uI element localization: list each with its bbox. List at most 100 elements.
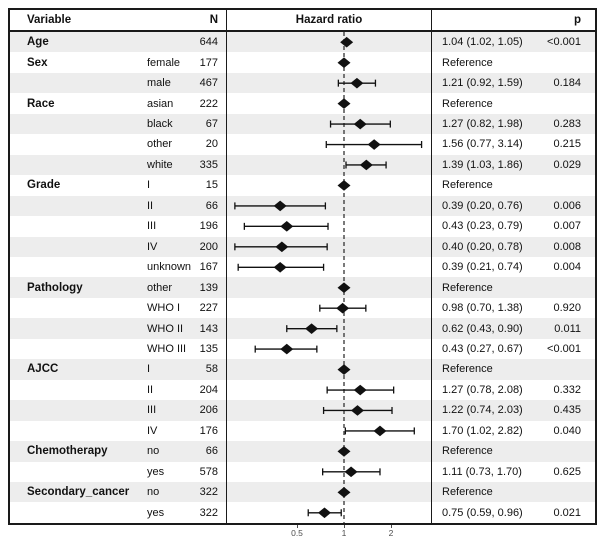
column-header-hazard-ratio: Hazard ratio	[295, 14, 363, 26]
p-value: 0.435	[553, 404, 581, 417]
n-value: 335	[199, 158, 218, 171]
plot-cell	[226, 72, 432, 94]
forest-plot-table: Variable N Hazard ratio p Age 644 1.04 (…	[8, 8, 597, 525]
hr-ci-text: Reference	[442, 56, 493, 69]
row-left-cell: unknown 167	[10, 257, 226, 277]
p-value: 0.215	[553, 138, 581, 151]
subgroup-label: IV	[147, 240, 158, 253]
plot-cell	[226, 256, 432, 278]
subgroup-label: WHO II	[147, 322, 184, 335]
row-left-cell: Secondary_cancer no 322	[10, 482, 226, 502]
row-left-cell: Pathology other 139	[10, 277, 226, 297]
plot-cell	[226, 154, 432, 176]
p-value: 0.008	[553, 240, 581, 253]
n-value: 139	[199, 281, 218, 294]
p-value: 0.920	[553, 302, 581, 315]
row-right-cell: Reference	[432, 277, 595, 297]
row-right-cell: Reference	[432, 93, 595, 113]
table-row: AJCC I 58 Reference	[10, 359, 595, 380]
subgroup-label: asian	[147, 97, 174, 110]
hr-ci-text: 1.11 (0.73, 1.70)	[442, 465, 522, 478]
header-left-cell: Variable N	[10, 10, 226, 30]
hr-ci-text: 0.62 (0.43, 0.90)	[442, 322, 523, 335]
row-left-cell: II 204	[10, 380, 226, 400]
row-left-cell: II 66	[10, 196, 226, 216]
p-value: 0.283	[553, 118, 581, 131]
subgroup-label: I	[147, 363, 151, 376]
row-left-cell: yes 578	[10, 462, 226, 482]
subgroup-label: I	[147, 179, 151, 192]
n-value: 200	[199, 240, 218, 253]
column-header-variable: Variable	[27, 14, 72, 26]
n-value: 322	[199, 486, 218, 499]
n-value: 206	[199, 404, 218, 417]
x-axis: 0.5 1 2	[226, 525, 432, 541]
p-value: 0.011	[554, 322, 581, 335]
plot-cell	[226, 420, 432, 442]
table-row: yes 578 1.11 (0.73, 1.70) 0.625	[10, 461, 595, 482]
hr-ci-text: 0.75 (0.59, 0.96)	[442, 506, 523, 519]
row-left-cell: white 335	[10, 155, 226, 175]
plot-cell	[226, 236, 432, 257]
n-value: 143	[199, 322, 218, 335]
x-axis-tick	[391, 525, 392, 528]
variable-label: AJCC	[27, 363, 59, 376]
header-plot-cell: Hazard ratio	[226, 10, 432, 30]
plot-cell	[226, 359, 432, 380]
x-axis-tick	[297, 525, 298, 528]
hr-ci-text: Reference	[442, 281, 493, 294]
n-value: 177	[199, 56, 218, 69]
subgroup-label: male	[147, 77, 171, 90]
plot-cell	[226, 441, 432, 462]
x-axis-tick-label: 1	[341, 528, 347, 538]
row-left-cell: III 206	[10, 400, 226, 420]
subgroup-label: white	[147, 158, 173, 171]
variable-label: Pathology	[27, 281, 83, 294]
table-row: black 67 1.27 (0.82, 1.98) 0.283	[10, 113, 595, 135]
table-row: III 196 0.43 (0.23, 0.79) 0.007	[10, 216, 595, 237]
row-left-cell: IV 200	[10, 237, 226, 257]
table-row: IV 200 0.40 (0.20, 0.78) 0.008	[10, 236, 595, 257]
hr-ci-text: Reference	[442, 363, 493, 376]
row-right-cell: Reference	[432, 359, 595, 379]
n-value: 135	[199, 343, 218, 356]
table-row: Pathology other 139 Reference	[10, 277, 595, 298]
x-axis-tick-label: 0.5	[291, 528, 303, 538]
plot-cell	[226, 277, 432, 298]
table-row: male 467 1.21 (0.92, 1.59) 0.184	[10, 72, 595, 94]
row-right-cell: Reference	[432, 482, 595, 502]
p-value: 0.040	[553, 424, 581, 437]
header-right-cell: p	[432, 10, 595, 30]
n-value: 20	[205, 138, 218, 151]
row-right-cell: 1.70 (1.02, 2.82) 0.040	[432, 421, 595, 441]
p-value: <0.001	[547, 343, 581, 356]
table-header-row: Variable N Hazard ratio p	[10, 10, 595, 32]
variable-label: Sex	[27, 56, 48, 69]
table-row: II 66 0.39 (0.20, 0.76) 0.006	[10, 195, 595, 217]
row-right-cell: 0.39 (0.20, 0.76) 0.006	[432, 196, 595, 216]
subgroup-label: II	[147, 199, 154, 212]
row-left-cell: WHO I 227	[10, 298, 226, 318]
subgroup-label: other	[147, 281, 173, 294]
plot-cell	[226, 481, 432, 503]
variable-label: Grade	[27, 179, 61, 192]
hr-ci-text: 1.04 (1.02, 1.05)	[442, 36, 523, 49]
table-row: WHO I 227 0.98 (0.70, 1.38) 0.920	[10, 297, 595, 319]
plot-cell	[226, 297, 432, 319]
hr-ci-text: 1.27 (0.78, 2.08)	[442, 383, 523, 396]
plot-cell	[226, 400, 432, 421]
subgroup-label: WHO III	[147, 343, 187, 356]
variable-label: Secondary_cancer	[27, 486, 130, 499]
plot-cell	[226, 134, 432, 155]
subgroup-label: black	[147, 118, 173, 131]
table-row: yes 322 0.75 (0.59, 0.96) 0.021	[10, 502, 595, 523]
x-axis-tick-label: 2	[388, 528, 394, 538]
table-row: II 204 1.27 (0.78, 2.08) 0.332	[10, 379, 595, 401]
row-left-cell: Chemotherapy no 66	[10, 441, 226, 461]
row-left-cell: yes 322	[10, 502, 226, 522]
variable-label: Chemotherapy	[27, 445, 108, 458]
n-value: 15	[205, 179, 218, 192]
table-row: Sex female 177 Reference	[10, 52, 595, 73]
p-value: <0.001	[547, 36, 581, 49]
hr-ci-text: 0.39 (0.21, 0.74)	[442, 261, 523, 274]
